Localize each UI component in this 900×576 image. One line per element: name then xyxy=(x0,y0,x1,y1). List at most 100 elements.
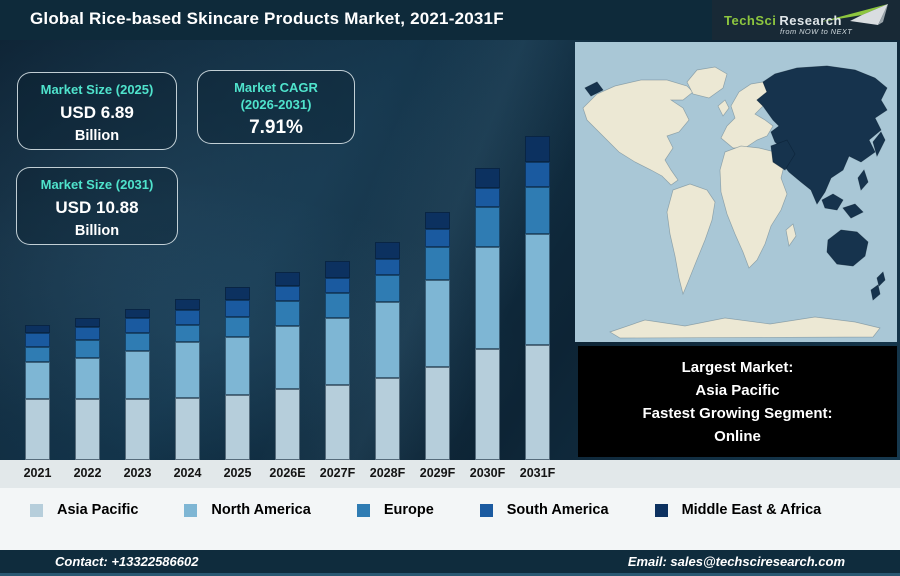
legend-swatch-middle-east-africa xyxy=(654,503,668,517)
callout-line: Online xyxy=(714,427,761,445)
bar-segment-south-america xyxy=(225,300,250,317)
x-axis-label-2030f: 2030F xyxy=(469,466,506,480)
techsci-logo: TechSci Research from NOW to NEXT xyxy=(712,0,900,40)
legend-label-asia-pacific: Asia Pacific xyxy=(57,502,139,518)
bar-segment-asia-pacific xyxy=(325,385,350,460)
bar-segment-middle-east-africa xyxy=(425,212,450,229)
map-arabia-highlight xyxy=(770,139,796,171)
map-new-zealand-highlight xyxy=(876,271,886,287)
legend-swatch-north-america xyxy=(184,503,198,517)
bar-segment-north-america xyxy=(325,318,350,385)
legend-label-europe: Europe xyxy=(383,502,434,518)
bar-segment-asia-pacific xyxy=(525,345,550,460)
logo-brand-first: TechSci xyxy=(724,13,777,28)
bar-2021 xyxy=(25,325,50,460)
legend-item-south-america: South America xyxy=(479,502,609,518)
logo-wordmark: TechSci Research xyxy=(724,13,842,28)
legend-item-north-america: North America xyxy=(184,502,311,518)
bar-2031f xyxy=(525,136,550,460)
legend-swatch-south-america xyxy=(479,503,493,517)
bar-segment-europe xyxy=(125,333,150,351)
bar-segment-south-america xyxy=(175,310,200,325)
bar-segment-asia-pacific xyxy=(475,349,500,460)
footer-bar: Contact: +13322586602 Email: sales@techs… xyxy=(0,550,900,576)
map-south-america xyxy=(666,183,716,296)
footer-email: Email: sales@techsciresearch.com xyxy=(627,554,845,569)
chart-legend: Asia Pacific North America Europe South Ame… xyxy=(0,488,900,550)
map-indonesia-highlight xyxy=(842,203,864,219)
market-cagr-title-line2: (2026-2031) xyxy=(240,97,312,112)
bar-segment-middle-east-africa xyxy=(275,272,300,286)
bar-segment-north-america xyxy=(125,351,150,399)
bar-segment-south-america xyxy=(325,278,350,293)
map-east-russia-highlight xyxy=(584,81,604,97)
bar-segment-europe xyxy=(225,317,250,337)
legend-label-middle-east-africa: Middle East & Africa xyxy=(681,502,822,518)
callout-line: Fastest Growing Segment: xyxy=(642,404,833,422)
bar-segment-asia-pacific xyxy=(275,389,300,460)
callout-line: Asia Pacific xyxy=(695,381,780,399)
bar-segment-south-america xyxy=(525,162,550,187)
bar-segment-north-america xyxy=(75,358,100,399)
bar-2029f xyxy=(425,212,450,460)
bar-segment-middle-east-africa xyxy=(25,325,50,333)
bar-2028f xyxy=(375,242,400,460)
bar-segment-asia-pacific xyxy=(25,399,50,460)
market-size-2025-box: Market Size (2025) USD 6.89 Billion xyxy=(17,72,177,150)
chart-stage: Market Size (2025) USD 6.89 Billion Mark… xyxy=(0,40,900,460)
map-antarctica xyxy=(609,316,881,339)
x-axis-strip: 2021 2022 2023 2024 2025 2026E 2027F 2028F 2029F… xyxy=(0,460,900,488)
legend-label-south-america: South America xyxy=(506,502,609,518)
bar-segment-south-america xyxy=(475,188,500,207)
legend-swatch-europe xyxy=(356,503,370,517)
map-philippines-highlight xyxy=(857,169,869,191)
bar-segment-europe xyxy=(425,247,450,280)
bar-segment-north-america xyxy=(525,234,550,345)
legend-item-middle-east-africa: Middle East & Africa xyxy=(654,502,822,518)
largest-market-callout: Largest Market: Asia Pacific Fastest Gro… xyxy=(578,346,897,457)
page-title: Global Rice-based Skincare Products Mark… xyxy=(30,9,504,28)
bar-segment-north-america xyxy=(225,337,250,395)
x-axis-label-2023: 2023 xyxy=(123,466,152,480)
bar-2022 xyxy=(75,318,100,460)
bar-segment-north-america xyxy=(175,342,200,398)
bar-segment-asia-pacific xyxy=(75,399,100,460)
bar-segment-europe xyxy=(25,347,50,362)
map-madagascar xyxy=(785,223,797,247)
bar-segment-middle-east-africa xyxy=(325,261,350,278)
bar-segment-north-america xyxy=(275,326,300,389)
x-axis-label-2028f: 2028F xyxy=(369,466,406,480)
bar-segment-north-america xyxy=(375,302,400,378)
x-axis-label-2027f: 2027F xyxy=(319,466,356,480)
legend-label-north-america: North America xyxy=(211,502,311,518)
world-map xyxy=(575,42,897,342)
bar-segment-north-america xyxy=(25,362,50,399)
logo-tagline: from NOW to NEXT xyxy=(780,27,853,36)
market-size-2025-title: Market Size (2025) xyxy=(40,82,154,97)
map-north-america xyxy=(582,79,694,186)
bar-segment-europe xyxy=(275,301,300,326)
logo-brand-second: Research xyxy=(779,13,842,28)
bar-segment-south-america xyxy=(25,333,50,347)
bar-segment-europe xyxy=(375,275,400,302)
bar-segment-middle-east-africa xyxy=(375,242,400,259)
bar-segment-europe xyxy=(475,207,500,247)
bar-segment-europe xyxy=(325,293,350,318)
bar-segment-asia-pacific xyxy=(375,378,400,460)
x-axis-label-2025: 2025 xyxy=(223,466,252,480)
market-size-2031-title: Market Size (2031) xyxy=(40,177,154,192)
bar-segment-south-america xyxy=(275,286,300,301)
bar-2024 xyxy=(175,299,200,460)
bar-segment-middle-east-africa xyxy=(75,318,100,327)
x-axis-label-2026e: 2026E xyxy=(269,466,306,480)
bar-segment-middle-east-africa xyxy=(225,287,250,300)
bar-2025 xyxy=(225,287,250,460)
legend-item-asia-pacific: Asia Pacific xyxy=(30,502,138,518)
map-japan-highlight xyxy=(872,131,886,157)
bar-segment-south-america xyxy=(425,229,450,247)
market-cagr-value: 7.91% xyxy=(249,117,303,138)
bar-segment-middle-east-africa xyxy=(125,309,150,318)
x-axis-label-2024: 2024 xyxy=(173,466,202,480)
market-size-2031-unit: Billion xyxy=(74,223,120,239)
